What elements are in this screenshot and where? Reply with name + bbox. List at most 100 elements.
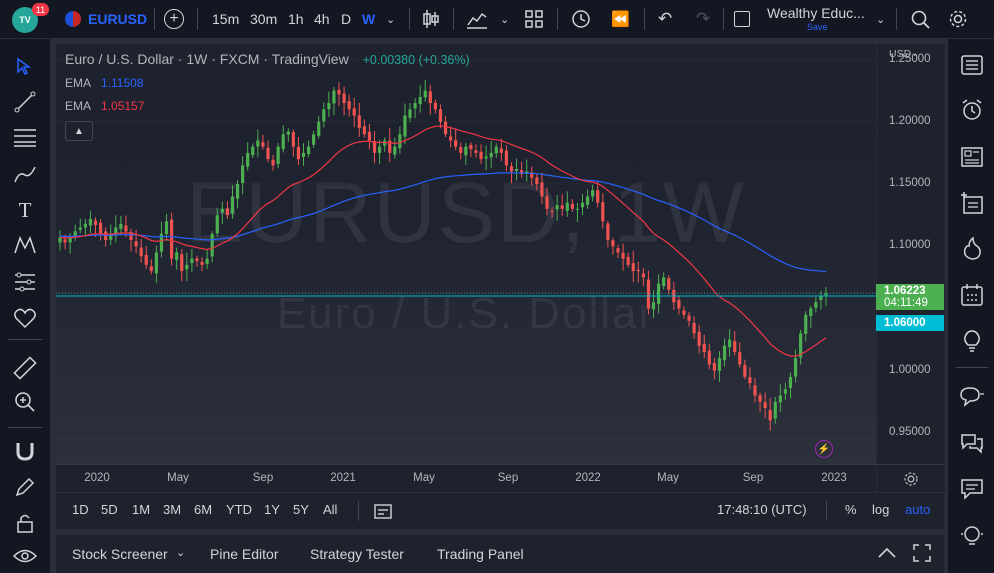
maximize-icon[interactable] bbox=[913, 544, 931, 562]
heart-icon[interactable] bbox=[13, 307, 37, 329]
percent-scale-toggle[interactable]: % bbox=[845, 502, 857, 517]
candle-body bbox=[63, 239, 67, 243]
ema-fast-legend[interactable]: EMA 1.05157 bbox=[65, 99, 144, 113]
go-to-date-icon[interactable] bbox=[374, 502, 392, 520]
messages-icon[interactable] bbox=[960, 477, 984, 501]
interval-1h[interactable]: 1h bbox=[288, 11, 304, 27]
undo-icon[interactable]: ↶ bbox=[658, 9, 673, 28]
chevron-down-icon[interactable]: ⌄ bbox=[876, 13, 886, 26]
symbol-search-button[interactable]: EURUSD bbox=[88, 11, 148, 27]
pencil-lock-icon[interactable] bbox=[14, 476, 36, 498]
gear-icon[interactable] bbox=[903, 471, 919, 487]
search-icon[interactable] bbox=[911, 10, 930, 29]
candle-body bbox=[296, 146, 301, 160]
redo-icon[interactable]: ↷ bbox=[696, 9, 711, 28]
ema-slow-legend[interactable]: EMA 1.11508 bbox=[65, 76, 144, 90]
lightbulb-icon[interactable] bbox=[962, 329, 982, 353]
price-axis[interactable]: USD ⌄ 1.250001.200001.150001.100001.0500… bbox=[876, 44, 945, 464]
fib-retracement-icon[interactable] bbox=[13, 127, 37, 147]
candle-body bbox=[180, 254, 184, 272]
lock-icon[interactable] bbox=[15, 513, 35, 533]
layout-name[interactable]: Wealthy Educ... bbox=[767, 5, 865, 21]
time-tick-label: Sep bbox=[497, 472, 519, 484]
chats-icon[interactable] bbox=[958, 385, 986, 409]
range-5y[interactable]: 5Y bbox=[293, 502, 309, 517]
add-list-icon[interactable] bbox=[960, 191, 986, 215]
divider bbox=[723, 8, 724, 30]
divider bbox=[644, 8, 645, 30]
candle-body bbox=[220, 208, 224, 213]
text-tool-icon[interactable]: T bbox=[18, 197, 32, 222]
candle-body bbox=[570, 203, 574, 209]
currency-chevron[interactable]: ⌄ bbox=[911, 48, 919, 58]
ideas-stream-icon[interactable] bbox=[959, 431, 985, 455]
ruler-icon[interactable] bbox=[13, 356, 37, 380]
chevron-down-icon[interactable]: ⌄ bbox=[176, 547, 186, 559]
compare-add-icon[interactable]: + bbox=[164, 9, 184, 29]
interval-w[interactable]: W bbox=[362, 11, 376, 27]
utc-clock[interactable]: 17:48:10 (UTC) bbox=[717, 502, 807, 517]
tab-strategy-tester[interactable]: Strategy Tester bbox=[310, 546, 404, 562]
candle-body bbox=[241, 165, 245, 184]
indicators-icon[interactable] bbox=[466, 9, 488, 29]
candle-body bbox=[119, 223, 123, 229]
range-1y[interactable]: 1Y bbox=[264, 502, 280, 517]
range-6m[interactable]: 6M bbox=[194, 502, 213, 517]
range-all[interactable]: All bbox=[323, 502, 338, 517]
candle-body bbox=[312, 134, 316, 145]
interval-15m[interactable]: 15m bbox=[212, 11, 240, 27]
date-range-toolbar: 1D 5D 1M 3M 6M YTD 1Y 5Y All 17:48:10 (U… bbox=[56, 493, 944, 529]
range-1d[interactable]: 1D bbox=[72, 502, 89, 517]
candle-body bbox=[124, 225, 128, 232]
watchlist-icon[interactable] bbox=[960, 54, 984, 76]
magnet-icon[interactable] bbox=[14, 440, 36, 462]
range-1m[interactable]: 1M bbox=[132, 502, 151, 517]
interval-30m[interactable]: 30m bbox=[250, 11, 278, 27]
chevron-down-icon[interactable]: ⌄ bbox=[500, 13, 510, 26]
hotlist-flame-icon[interactable] bbox=[961, 237, 983, 261]
time-tick-label: 2022 bbox=[575, 472, 601, 484]
brush-icon[interactable] bbox=[13, 163, 37, 185]
zoom-in-icon[interactable] bbox=[14, 391, 36, 413]
eye-icon[interactable] bbox=[13, 547, 37, 565]
candle-body bbox=[256, 140, 260, 147]
currency-label[interactable]: USD bbox=[889, 48, 912, 60]
lightning-icon[interactable]: ⚡ bbox=[815, 440, 833, 458]
tab-trading-panel[interactable]: Trading Panel bbox=[437, 546, 524, 562]
divider bbox=[358, 501, 359, 521]
calendar-icon[interactable] bbox=[960, 283, 984, 307]
legend-collapse-button[interactable]: ▲ bbox=[65, 121, 93, 141]
news-icon[interactable] bbox=[960, 146, 984, 168]
range-ytd[interactable]: YTD bbox=[226, 502, 252, 517]
candle-body bbox=[550, 210, 554, 212]
range-3m[interactable]: 3M bbox=[163, 502, 182, 517]
widget-bar bbox=[948, 39, 994, 573]
chevron-down-icon[interactable]: ⌄ bbox=[386, 13, 396, 26]
alarm-clock-icon[interactable] bbox=[960, 98, 984, 122]
replay-icon[interactable]: ⏪ bbox=[611, 11, 630, 28]
candle-body bbox=[580, 202, 585, 208]
tab-pine-editor[interactable]: Pine Editor bbox=[210, 546, 279, 562]
prediction-icon[interactable] bbox=[13, 271, 37, 293]
templates-icon[interactable] bbox=[525, 10, 543, 28]
tab-stock-screener[interactable]: Stock Screener bbox=[72, 546, 168, 562]
patterns-icon[interactable] bbox=[13, 234, 37, 256]
fullscreen-select-icon[interactable] bbox=[734, 11, 750, 27]
candles-icon[interactable] bbox=[422, 9, 440, 29]
interval-d[interactable]: D bbox=[341, 11, 352, 27]
help-bulb-icon[interactable] bbox=[959, 523, 985, 549]
cursor-icon[interactable] bbox=[15, 57, 33, 75]
alert-icon[interactable] bbox=[571, 9, 593, 29]
interval-4h[interactable]: 4h bbox=[314, 11, 330, 27]
candle-body bbox=[499, 148, 503, 153]
log-scale-toggle[interactable]: log bbox=[872, 502, 890, 517]
time-axis[interactable]: 2020 May Sep 2021 May Sep 2022 May Sep 2023 bbox=[56, 464, 876, 492]
trend-line-icon[interactable] bbox=[14, 91, 36, 113]
gear-icon[interactable] bbox=[948, 9, 968, 29]
auto-scale-toggle[interactable]: auto bbox=[905, 502, 931, 517]
chart-plot-area[interactable]: EURUSD, 1W Euro / U.S. Dollar Euro / U.S… bbox=[56, 44, 876, 464]
chevron-up-icon[interactable] bbox=[877, 546, 897, 560]
candle-body bbox=[68, 236, 72, 243]
candle-body bbox=[469, 144, 473, 150]
range-5d[interactable]: 5D bbox=[101, 502, 118, 517]
